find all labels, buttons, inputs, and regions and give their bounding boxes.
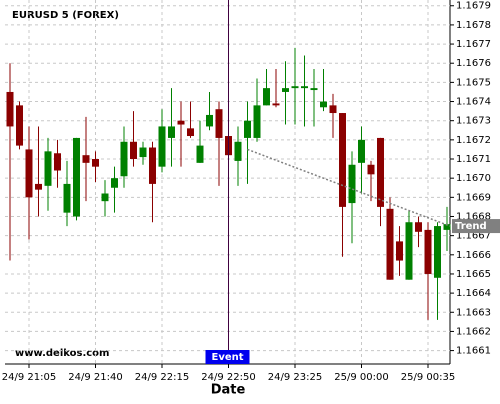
candle-body: [320, 101, 327, 108]
candle-body: [282, 88, 289, 92]
candle-body: [82, 155, 90, 163]
candle-body: [329, 105, 337, 114]
x-tick-label: 24/9 22:15: [135, 372, 189, 383]
candle-body: [16, 105, 23, 146]
y-tick-label: 1.1663: [456, 307, 491, 318]
candle-body: [101, 193, 109, 202]
candle-body: [139, 147, 147, 158]
y-tick-label: 1.1661: [456, 346, 491, 357]
candle-body: [443, 224, 451, 230]
candle-body: [206, 114, 213, 127]
candle-body: [215, 109, 223, 138]
x-tick-label: 24/9 23:25: [268, 372, 322, 383]
x-tick-label: 25/9 00:00: [334, 372, 388, 383]
y-tick-label: 1.1662: [456, 326, 491, 337]
candle-body: [339, 113, 346, 207]
y-tick-label: 1.1675: [456, 77, 491, 88]
candle-body: [54, 153, 61, 171]
candle-body: [187, 128, 194, 137]
candle-body: [377, 137, 384, 207]
candle-body: [168, 126, 175, 138]
candle-body: [130, 141, 137, 160]
candle-body: [415, 222, 422, 232]
candle-body: [253, 105, 261, 138]
candle-body: [358, 139, 365, 163]
y-tick-label: 1.1677: [456, 39, 491, 50]
y-tick-label: 1.1666: [456, 250, 491, 261]
candle-body: [196, 145, 204, 163]
event-label: Event: [211, 352, 243, 363]
trend-line: [247, 148, 451, 227]
candle-body: [244, 120, 251, 138]
trend-label: Trend: [455, 221, 487, 232]
y-tick-label: 1.1664: [456, 288, 491, 299]
y-tick-label: 1.1665: [456, 269, 491, 280]
candle-body: [396, 241, 403, 261]
candle-body: [92, 159, 99, 167]
y-tick-label: 1.1671: [456, 154, 491, 165]
y-tick-label: 1.1674: [456, 97, 491, 108]
candle-body: [291, 86, 299, 89]
candle-body: [367, 164, 375, 175]
candle-body: [405, 222, 413, 280]
candle-body: [348, 164, 356, 204]
candle-body: [6, 91, 14, 127]
y-tick-label: 1.1669: [456, 192, 491, 203]
x-tick-label: 25/9 00:35: [401, 372, 455, 383]
candle-body: [272, 103, 280, 106]
y-tick-label: 1.1673: [456, 116, 491, 127]
y-tick-label: 1.1672: [456, 135, 491, 146]
y-tick-label: 1.1676: [456, 58, 491, 69]
x-axis-title: Date: [211, 383, 246, 398]
watermark: www.delkos.com: [15, 348, 109, 359]
trend-label-box: [452, 219, 500, 234]
candle-body: [120, 141, 128, 177]
y-tick-label: 1.1668: [456, 211, 491, 222]
candle-body: [386, 208, 394, 280]
y-tick-label: 1.1679: [456, 1, 491, 12]
candle-body: [310, 88, 318, 91]
candle-body: [63, 183, 71, 213]
candle-body: [35, 183, 42, 190]
y-tick-label: 1.1678: [456, 20, 491, 31]
candle-body: [149, 147, 156, 184]
y-tick-label: 1.1670: [456, 173, 491, 184]
x-tick-label: 24/9 21:40: [68, 372, 122, 383]
chart-title: EURUSD 5 (FOREX): [12, 10, 119, 21]
candle-body: [424, 229, 432, 274]
candle-body: [25, 149, 33, 198]
x-tick-label: 24/9 21:05: [2, 372, 56, 383]
candle-body: [177, 120, 185, 125]
x-tick-label: 24/9 22:50: [201, 372, 255, 383]
candle-body: [111, 178, 118, 188]
candle-body: [73, 137, 80, 217]
candle-body: [234, 141, 242, 161]
candle-body: [44, 151, 52, 186]
y-tick-label: 1.1667: [456, 231, 491, 242]
event-label-box: [205, 350, 250, 364]
candle-body: [263, 88, 270, 106]
candle-body: [301, 86, 308, 89]
candle-body: [158, 126, 166, 167]
candle-body: [434, 226, 441, 278]
